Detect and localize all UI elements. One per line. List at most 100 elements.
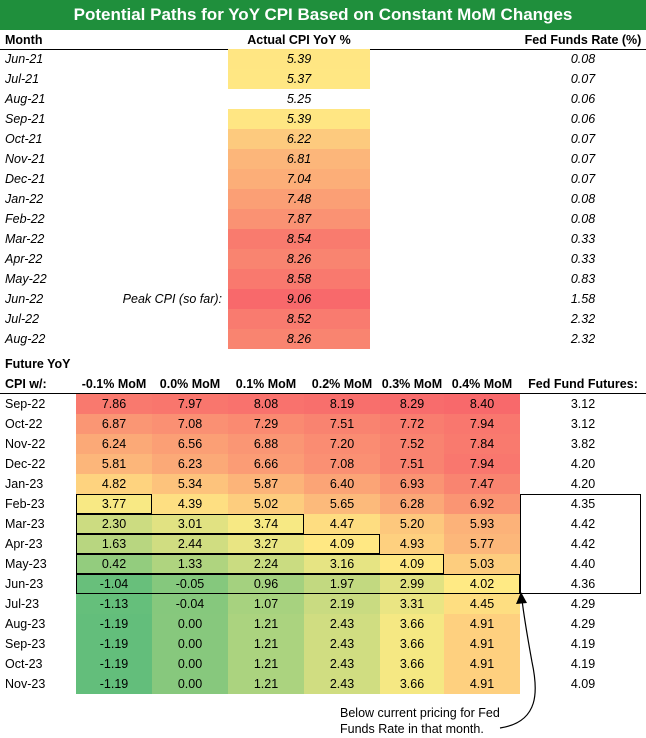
header-fed-funds-rate: Fed Funds Rate (%) [524, 33, 642, 47]
future-month-label: Aug-23 [5, 617, 46, 631]
actual-cpi-cell: 8.58 [228, 269, 370, 289]
future-cpi-cell: 7.97 [152, 394, 228, 414]
future-cpi-cell: 7.72 [380, 414, 444, 434]
peak-cpi-label: Peak CPI (so far): [122, 292, 222, 306]
fed-funds-rate-cell: 1.58 [570, 292, 596, 306]
future-cpi-cell: 1.33 [152, 554, 228, 574]
actual-month-label: Jul-21 [5, 72, 40, 86]
future-cpi-cell: 1.21 [228, 674, 304, 694]
fed-funds-rate-cell: 0.08 [570, 212, 596, 226]
fed-funds-rate-cell: 0.83 [570, 272, 596, 286]
future-column-header: 0.2% MoM [311, 377, 373, 391]
fed-fund-futures-cell: 4.29 [570, 597, 596, 611]
future-cpi-cell: 7.51 [304, 414, 380, 434]
actual-cpi-cell: 8.54 [228, 229, 370, 249]
future-cpi-cell: 1.21 [228, 654, 304, 674]
actual-cpi-cell: 7.04 [228, 169, 370, 189]
actual-cpi-cell: 5.39 [228, 109, 370, 129]
future-month-label: May-23 [5, 557, 47, 571]
fed-fund-futures-cell: 4.29 [570, 617, 596, 631]
future-cpi-cell: 0.96 [228, 574, 304, 594]
future-cpi-cell: -1.19 [76, 614, 152, 634]
fed-funds-rate-cell: 0.07 [570, 172, 596, 186]
actual-month-label: Jan-22 [5, 192, 44, 206]
future-cpi-cell: 0.00 [152, 634, 228, 654]
future-column-header: 0.4% MoM [451, 377, 513, 391]
future-cpi-cell: 7.08 [304, 454, 380, 474]
actual-cpi-cell: 8.26 [228, 249, 370, 269]
actual-cpi-cell: 5.39 [228, 49, 370, 69]
future-cpi-cell: 5.02 [228, 494, 304, 514]
future-column-header: 0.0% MoM [159, 377, 221, 391]
future-cpi-cell: 0.00 [152, 614, 228, 634]
future-cpi-cell: 2.43 [304, 674, 380, 694]
future-cpi-cell: 5.34 [152, 474, 228, 494]
future-cpi-cell: 4.09 [380, 554, 444, 574]
future-cpi-cell: 4.45 [444, 594, 520, 614]
actual-cpi-cell: 7.48 [228, 189, 370, 209]
page-title: Potential Paths for YoY CPI Based on Con… [0, 0, 646, 30]
actual-month-label: Sep-21 [5, 112, 46, 126]
future-cpi-cell: 6.88 [228, 434, 304, 454]
future-cpi-cell: 8.19 [304, 394, 380, 414]
future-month-label: Jun-23 [5, 577, 44, 591]
future-cpi-cell: 7.47 [444, 474, 520, 494]
future-month-label: Feb-23 [5, 497, 45, 511]
fed-funds-rate-cell: 0.08 [570, 52, 596, 66]
future-cpi-cell: 5.77 [444, 534, 520, 554]
fed-funds-rate-cell: 2.32 [570, 332, 596, 346]
future-cpi-cell: 5.20 [380, 514, 444, 534]
fed-funds-rate-cell: 0.07 [570, 72, 596, 86]
future-month-label: Dec-22 [5, 457, 46, 471]
future-month-label: Sep-22 [5, 397, 46, 411]
actual-month-label: Jun-22 [5, 292, 44, 306]
future-column-header: -0.1% MoM [81, 377, 147, 391]
actual-month-label: Dec-21 [5, 172, 46, 186]
future-cpi-cell: 6.40 [304, 474, 380, 494]
fed-fund-futures-cell: 4.19 [570, 657, 596, 671]
fed-funds-rate-cell: 0.07 [570, 152, 596, 166]
future-cpi-cell: 7.08 [152, 414, 228, 434]
future-cpi-cell: 2.24 [228, 554, 304, 574]
fed-fund-futures-cell: 4.19 [570, 637, 596, 651]
future-cpi-cell: -0.05 [152, 574, 228, 594]
future-cpi-cell: 1.21 [228, 634, 304, 654]
future-cpi-cell: 4.93 [380, 534, 444, 554]
future-cpi-cell: 0.42 [76, 554, 152, 574]
future-cpi-cell: 7.51 [380, 454, 444, 474]
future-cpi-cell: 7.94 [444, 454, 520, 474]
future-cpi-cell: 1.97 [304, 574, 380, 594]
future-month-label: Oct-23 [5, 657, 43, 671]
future-month-label: Nov-22 [5, 437, 46, 451]
future-cpi-cell: 6.56 [152, 434, 228, 454]
future-cpi-cell: 0.00 [152, 654, 228, 674]
future-cpi-cell: 7.86 [76, 394, 152, 414]
fed-fund-futures-cell: 4.20 [570, 457, 596, 471]
future-cpi-cell: 5.65 [304, 494, 380, 514]
fed-funds-rate-cell: 0.06 [570, 112, 596, 126]
future-header-rule [0, 393, 646, 394]
future-cpi-cell: 6.87 [76, 414, 152, 434]
future-cpi-cell: 7.29 [228, 414, 304, 434]
actual-month-label: Oct-21 [5, 132, 43, 146]
future-cpi-cell: 1.21 [228, 614, 304, 634]
actual-month-label: Nov-21 [5, 152, 46, 166]
future-header-line1: Future YoY [5, 357, 71, 371]
future-column-header: 0.3% MoM [381, 377, 443, 391]
future-cpi-cell: 4.02 [444, 574, 520, 594]
future-cpi-cell: 2.44 [152, 534, 228, 554]
future-cpi-cell: 2.99 [380, 574, 444, 594]
fed-fund-futures-cell: 3.12 [570, 397, 596, 411]
actual-month-label: Mar-22 [5, 232, 45, 246]
actual-month-label: Jun-21 [5, 52, 44, 66]
actual-cpi-cell: 8.26 [228, 329, 370, 349]
future-cpi-cell: 4.39 [152, 494, 228, 514]
actual-cpi-cell: 8.52 [228, 309, 370, 329]
future-cpi-cell: 4.91 [444, 614, 520, 634]
future-cpi-cell: 3.74 [228, 514, 304, 534]
future-cpi-cell: 2.43 [304, 634, 380, 654]
future-cpi-cell: 8.40 [444, 394, 520, 414]
fed-funds-rate-cell: 0.07 [570, 132, 596, 146]
future-cpi-cell: 2.43 [304, 654, 380, 674]
future-cpi-cell: 3.01 [152, 514, 228, 534]
